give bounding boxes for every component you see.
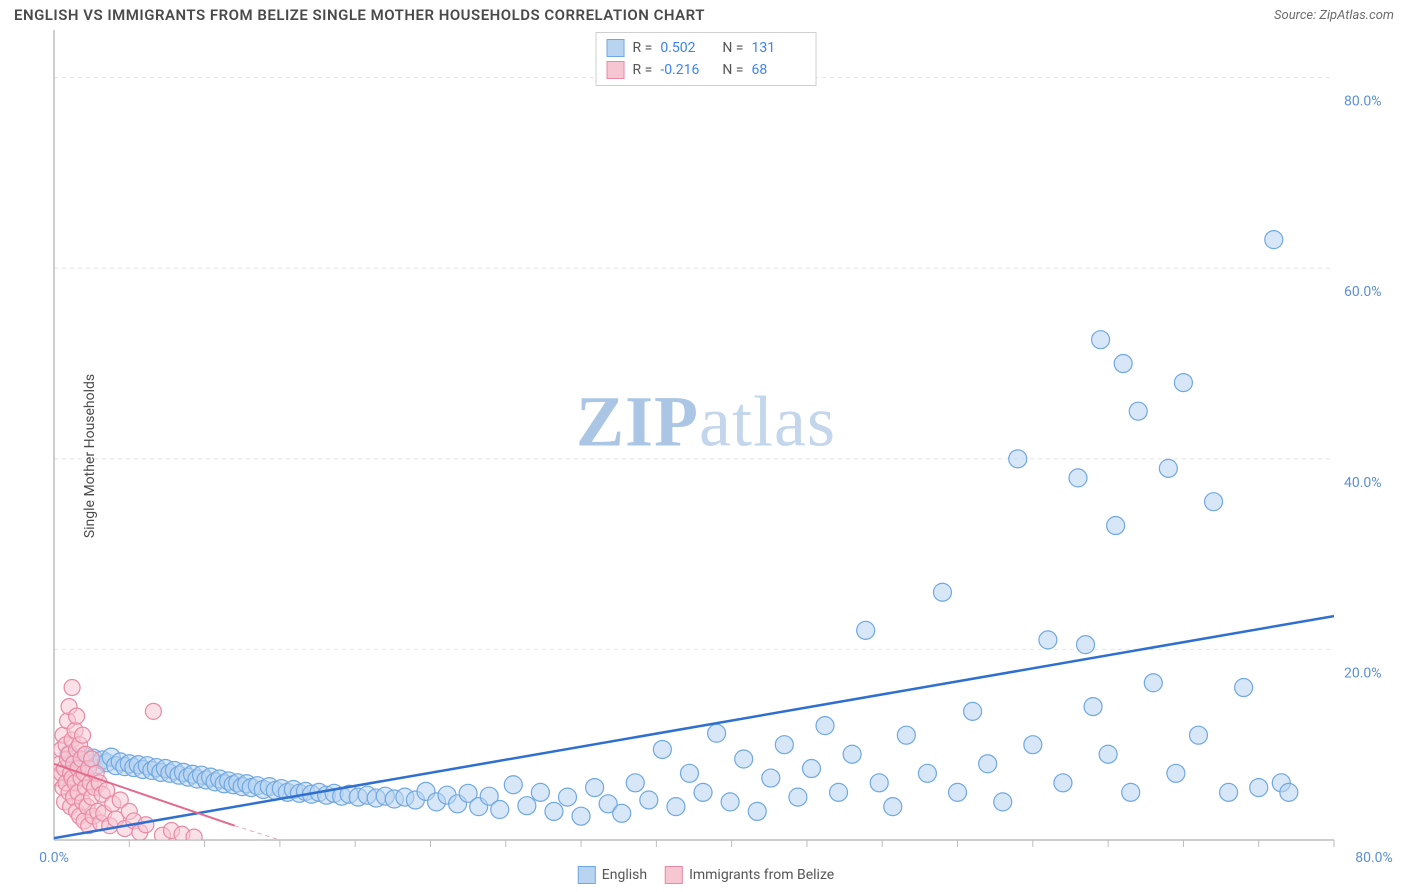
legend-swatch: [607, 61, 625, 79]
r-value: 0.502: [660, 37, 714, 59]
r-label: R =: [633, 37, 653, 59]
correlation-legend: R = 0.502 N = 131 R = -0.216 N = 68: [596, 32, 817, 86]
svg-text:40.0%: 40.0%: [1344, 475, 1382, 491]
legend-label: English: [602, 867, 647, 883]
y-axis-label: Single Mother Households: [82, 374, 98, 538]
n-label: N =: [722, 37, 743, 59]
n-label: N =: [722, 59, 743, 81]
svg-text:0.0%: 0.0%: [39, 850, 69, 866]
legend-swatch: [607, 39, 625, 57]
scatter-plot: 20.0% 40.0% 60.0% 80.0% 0.0% 80.0%: [14, 30, 1398, 882]
svg-text:80.0%: 80.0%: [1344, 94, 1382, 110]
n-value: 131: [751, 37, 805, 59]
chart-title: ENGLISH VS IMMIGRANTS FROM BELIZE SINGLE…: [14, 6, 705, 24]
legend-swatch: [665, 866, 683, 884]
legend-item: Immigrants from Belize: [665, 866, 834, 884]
svg-text:20.0%: 20.0%: [1344, 665, 1382, 681]
legend-row: R = -0.216 N = 68: [607, 59, 806, 81]
r-label: R =: [633, 59, 653, 81]
chart-area: Single Mother Households R =0.502N =131R…: [14, 30, 1398, 882]
series-legend: English Immigrants from Belize: [578, 866, 834, 884]
svg-text:80.0%: 80.0%: [1355, 850, 1393, 866]
svg-text:60.0%: 60.0%: [1344, 284, 1382, 300]
n-value: 68: [751, 59, 805, 81]
legend-label: Immigrants from Belize: [689, 867, 834, 883]
chart-source: Source: ZipAtlas.com: [1274, 8, 1394, 23]
r-value: -0.216: [660, 59, 714, 81]
legend-item: English: [578, 866, 647, 884]
legend-row: R = 0.502 N = 131: [607, 37, 806, 59]
legend-swatch: [578, 866, 596, 884]
